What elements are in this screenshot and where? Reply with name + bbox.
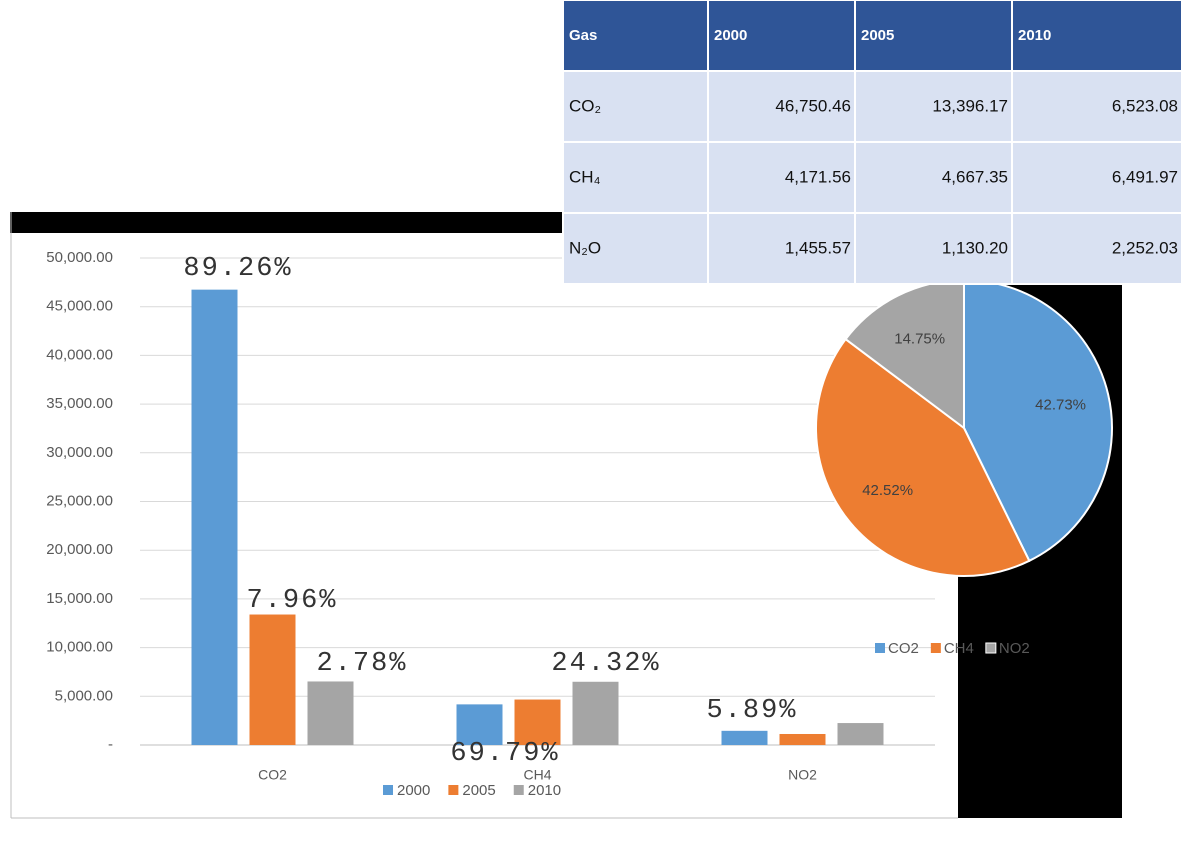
x-tick-label: NO2	[788, 767, 817, 783]
y-tick-label: 45,000.00	[46, 298, 113, 315]
legend-swatch	[513, 785, 524, 795]
bar	[779, 733, 826, 745]
y-tick-label: 20,000.00	[46, 541, 113, 558]
pie-slice	[815, 337, 1031, 577]
table-cell	[854, 70, 1013, 143]
table-cell-text: CH₄	[569, 167, 601, 186]
y-tick-label: 5,000.00	[55, 687, 113, 704]
table-cell-text: 4,171.56	[785, 167, 851, 186]
table-cell-text: N₂O	[569, 238, 601, 257]
bar	[456, 704, 503, 745]
table-cell	[854, 212, 1013, 285]
legend-swatch	[875, 643, 885, 653]
table-header-text: 2000	[714, 27, 747, 44]
legend-label: 2010	[528, 782, 561, 799]
table-cell	[562, 70, 709, 143]
table-cell-text: 13,396.17	[932, 96, 1008, 115]
bar	[572, 681, 619, 745]
pie-label: 14.75%	[894, 330, 945, 347]
table-header-text: Gas	[569, 27, 597, 44]
legend-label: CH4	[944, 640, 974, 657]
pie-label: 42.52%	[862, 482, 913, 499]
bar	[514, 699, 561, 745]
table-cell	[707, 70, 856, 143]
x-tick-label: CO2	[258, 767, 287, 783]
table-cell	[1011, 212, 1182, 285]
table-cell-text: 2,252.03	[1112, 238, 1178, 257]
bar	[307, 681, 354, 745]
y-tick-label: 30,000.00	[46, 444, 113, 461]
data-label: 89.26%	[183, 254, 292, 284]
y-tick-label: 15,000.00	[46, 590, 113, 607]
table-cell	[854, 141, 1013, 214]
bar	[191, 289, 238, 745]
legend-swatch	[985, 642, 997, 654]
pie-slice	[963, 278, 1113, 563]
y-tick-label: 10,000.00	[46, 639, 113, 656]
table-cell-text: 46,750.46	[775, 96, 851, 115]
table-cell-text: 6,523.08	[1112, 96, 1178, 115]
table-cell	[1011, 70, 1182, 143]
bar	[837, 723, 884, 745]
legend-swatch	[930, 643, 941, 653]
bar	[721, 730, 768, 745]
table-cell	[1011, 141, 1182, 214]
y-tick-label: 40,000.00	[46, 346, 113, 363]
table-cell	[707, 141, 856, 214]
legend-label: NO2	[999, 640, 1030, 657]
table-header-text: 2010	[1018, 27, 1051, 44]
frame-band	[10, 212, 563, 233]
legend-swatch	[448, 785, 459, 795]
table-cell-text: 6,491.97	[1112, 167, 1178, 186]
data-label: 2.78%	[316, 649, 407, 679]
table-cell-text: CO₂	[569, 96, 601, 115]
x-tick-label: CH4	[523, 767, 551, 783]
table-cell-text: 1,455.57	[785, 238, 851, 257]
data-label: 7.96%	[246, 586, 337, 616]
legend-swatch	[383, 785, 393, 795]
bar	[249, 614, 296, 745]
y-tick-label: 35,000.00	[46, 395, 113, 412]
table-cell-text: 1,130.20	[942, 238, 1008, 257]
data-label: 69.79%	[450, 739, 559, 769]
data-label: 24.32%	[551, 649, 660, 679]
table-cell	[562, 141, 709, 214]
table-header-cell	[854, 0, 1013, 72]
pie-label: 42.73%	[1035, 397, 1086, 414]
legend-label: CO2	[888, 640, 919, 657]
y-tick-label: -	[108, 736, 113, 753]
y-tick-label: 25,000.00	[46, 492, 113, 509]
table-cell-text: 4,667.35	[942, 167, 1008, 186]
legend-label: 2000	[397, 782, 430, 799]
table-header-text: 2005	[861, 27, 894, 44]
legend-label: 2005	[462, 782, 495, 799]
y-tick-label: 50,000.00	[46, 249, 113, 266]
data-label: 5.89%	[706, 696, 797, 726]
table-cell	[707, 212, 856, 285]
